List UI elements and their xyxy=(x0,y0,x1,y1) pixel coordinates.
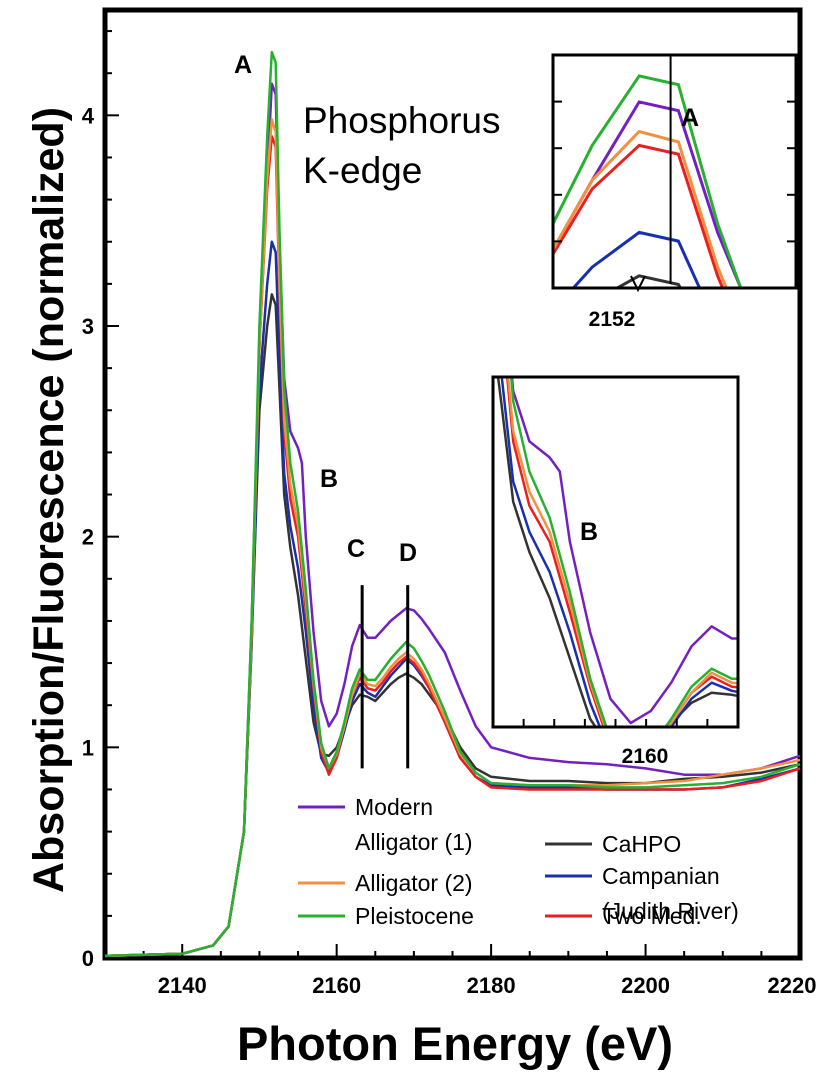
legend-label-camp-line2: (Judith River) xyxy=(602,898,739,924)
peak-a-label: A xyxy=(234,51,252,79)
legend-label-pleist: Pleistocene xyxy=(355,903,474,929)
inset-a-series-alli2 xyxy=(553,129,728,288)
inset-b-series-cahpo xyxy=(496,377,738,727)
series-line-pleist xyxy=(104,50,801,958)
inset-b-series-pleist xyxy=(510,377,738,727)
legend-label-cahpo: CaHPO xyxy=(602,831,681,857)
main-axis-ticks xyxy=(104,30,801,959)
legend-label-twomed: Two Med. xyxy=(602,903,702,929)
inset-a-tick-label: 2152 xyxy=(589,308,636,331)
inset-b-label: B xyxy=(580,518,598,546)
series-line-cahpo xyxy=(104,293,801,958)
x-tick-label: 2140 xyxy=(158,973,207,998)
inset-a-series-camp xyxy=(571,230,702,288)
x-tick-label: 2200 xyxy=(621,973,670,998)
legend-label-camp: Campanian xyxy=(602,863,720,889)
legend-label-modern-line2: Alligator (1) xyxy=(355,829,473,855)
inset-a: A 2152 xyxy=(551,53,798,331)
inset-b-series-twomed xyxy=(505,377,738,727)
y-tick-label: 1 xyxy=(82,735,94,760)
annotation-k-edge: K-edge xyxy=(303,150,422,191)
y-tick-label: 4 xyxy=(82,103,95,128)
inset-b-series-group xyxy=(496,377,738,727)
inset-b-series-camp xyxy=(500,377,738,727)
y-tick-label: 0 xyxy=(82,946,94,971)
y-axis-title: Absorption/Fluorescence (normalized) xyxy=(25,107,73,893)
peak-c-label: C xyxy=(347,535,365,563)
x-axis-title: Photon Energy (eV) xyxy=(237,1017,673,1070)
inset-a-series-pleist xyxy=(553,74,743,288)
main-series-group xyxy=(104,50,801,958)
annotation-phosphorus: Phosphorus xyxy=(303,100,500,141)
x-tick-label: 2220 xyxy=(768,973,817,998)
inset-a-series-twomed xyxy=(553,143,725,288)
legend-label-modern: Modern xyxy=(355,794,433,820)
inset-a-series-group xyxy=(553,74,743,288)
y-tick-label: 3 xyxy=(82,314,94,339)
inset-a-arrow-icon xyxy=(630,275,646,293)
inset-b: B 2160 xyxy=(491,375,740,768)
peak-d-label: D xyxy=(399,539,417,567)
inset-a-label: A xyxy=(681,104,699,132)
inset-a-series-modern xyxy=(553,100,743,288)
inset-b-series-alli2 xyxy=(506,377,738,727)
inset-b-series-modern xyxy=(510,377,738,725)
peak-b-label: B xyxy=(320,465,338,493)
x-tick-label: 2180 xyxy=(467,973,516,998)
series-line-camp xyxy=(104,240,801,958)
x-tick-label: 2160 xyxy=(312,973,361,998)
main-tick-labels: 2140 2160 2180 2200 2220 0 1 2 3 4 xyxy=(82,103,817,998)
legend-label-alli2: Alligator (2) xyxy=(355,870,473,896)
inset-b-tick-label: 2160 xyxy=(622,745,669,768)
legend: Modern Alligator (1) Alligator (2) Pleistoc… xyxy=(298,794,739,929)
y-tick-label: 2 xyxy=(82,525,94,550)
